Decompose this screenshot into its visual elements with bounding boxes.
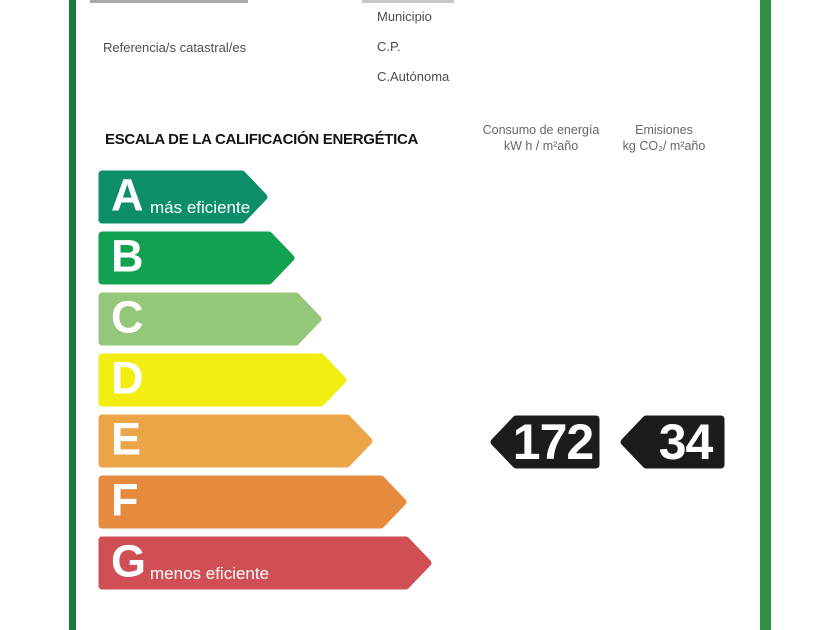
emisiones-header-line2: kg CO₂/ m²año [622, 139, 706, 153]
consumo-column-header: Consumo de energía kW h / m²año [461, 122, 621, 154]
arrow-shape-f [98, 475, 407, 529]
rating-letter-c: C [111, 291, 144, 343]
emisiones-value: 34 [658, 414, 714, 470]
consumo-header-line1: Consumo de energía [482, 123, 600, 137]
scan-border-right [760, 0, 771, 630]
emisiones-arrow-shape [620, 415, 725, 469]
scan-border-left [69, 0, 76, 630]
rating-arrow-g: G menos eficiente [98, 536, 432, 590]
menos-eficiente-note: menos eficiente [150, 564, 270, 583]
arrow-shape-b [98, 231, 295, 285]
consumo-arrow-shape [490, 415, 600, 469]
rating-letter-e: E [111, 413, 142, 465]
rating-arrow-e: E [98, 414, 373, 468]
referencia-catastral-label: Referencia/s catastral/es [103, 40, 247, 55]
arrow-shape-d [98, 353, 347, 407]
scale-title: ESCALA DE LA CALIFICACIÓN ENERGÉTICA [105, 131, 419, 148]
rating-letter-a: A [111, 169, 144, 221]
scan-artifact-bar [90, 0, 248, 3]
rating-letter-f: F [111, 474, 139, 526]
emisiones-header-line1: Emisiones [635, 123, 693, 137]
mas-eficiente-note: más eficiente [150, 198, 251, 217]
comunidad-autonoma-label: C.Autónoma [377, 69, 450, 84]
emisiones-value-arrow: 34 [620, 414, 725, 470]
municipio-label: Municipio [377, 9, 432, 24]
consumo-header-line2: kW h / m²año [503, 139, 579, 153]
arrow-shape-g [98, 536, 432, 590]
rating-letter-b: B [111, 230, 144, 282]
emisiones-column-header: Emisiones kg CO₂/ m²año [584, 122, 744, 154]
rating-arrow-a: A más eficiente [98, 170, 268, 224]
arrow-shape-c [98, 292, 322, 346]
rating-letter-d: D [111, 352, 144, 404]
consumo-value-arrow: 172 [490, 414, 600, 470]
rating-letter-g: G [111, 535, 147, 587]
consumo-value: 172 [512, 414, 594, 470]
rating-arrow-f: F [98, 475, 407, 529]
arrow-shape-e [98, 414, 373, 468]
cp-label: C.P. [377, 39, 401, 54]
scan-artifact-bar [362, 0, 454, 3]
rating-arrow-b: B [98, 231, 295, 285]
arrow-shape-a [98, 170, 268, 224]
rating-arrow-c: C [98, 292, 322, 346]
rating-arrow-d: D [98, 353, 347, 407]
